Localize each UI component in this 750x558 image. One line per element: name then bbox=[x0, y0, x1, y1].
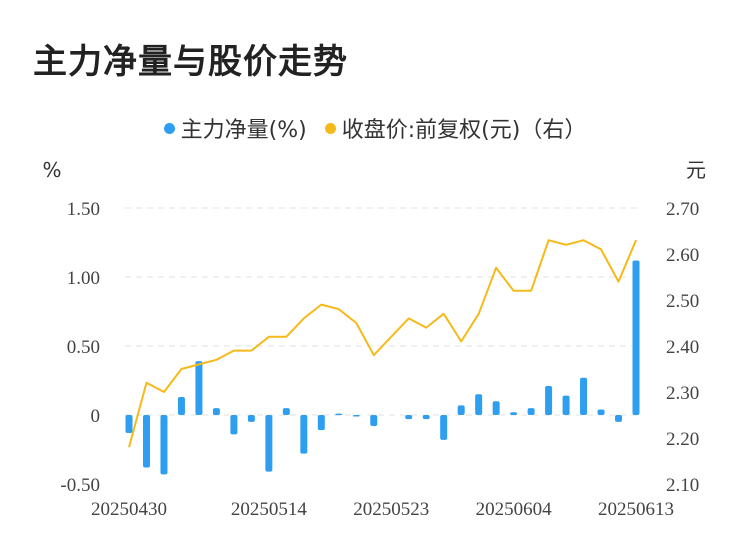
bar bbox=[545, 386, 553, 415]
bar bbox=[457, 405, 465, 415]
legend-item-line[interactable]: 收盘价:前复权(元)（右） bbox=[324, 112, 587, 144]
x-tick-label: 20250523 bbox=[353, 499, 429, 520]
legend-bar-marker bbox=[163, 122, 175, 134]
bar bbox=[282, 408, 290, 415]
legend-item-bar[interactable]: 主力净量(%) bbox=[163, 112, 307, 144]
y-axis-right: 2.10 2.20 2.30 2.40 2.50 2.60 2.70 bbox=[666, 199, 699, 496]
bar bbox=[230, 415, 238, 435]
legend-bar-label: 主力净量(%) bbox=[180, 118, 307, 143]
bar bbox=[142, 415, 150, 468]
y-left-tick-label: -0.50 bbox=[60, 475, 100, 496]
y-axis-left: -0.50 0 0.50 1.00 1.50 bbox=[60, 199, 100, 496]
bar bbox=[422, 415, 430, 420]
chart-title: 主力净量与股价走势 bbox=[33, 42, 348, 82]
y-left-tick-label: 0 bbox=[91, 406, 101, 427]
bar bbox=[580, 377, 588, 415]
x-tick-label: 20250514 bbox=[231, 499, 308, 520]
bar bbox=[440, 415, 448, 440]
x-axis: 20250430 20250514 20250523 20250604 20250613 bbox=[91, 499, 674, 520]
bar bbox=[492, 401, 500, 415]
bar bbox=[125, 415, 133, 433]
bar bbox=[405, 415, 413, 420]
y-right-tick-label: 2.40 bbox=[666, 337, 699, 358]
legend-line-label: 收盘价:前复权(元)（右） bbox=[341, 118, 587, 143]
line-series bbox=[128, 239, 637, 448]
bar bbox=[247, 415, 255, 422]
y-right-tick-label: 2.70 bbox=[666, 199, 699, 220]
x-tick-label: 20250430 bbox=[91, 499, 167, 520]
bar bbox=[632, 260, 640, 415]
bar bbox=[510, 412, 518, 415]
y-right-tick-label: 2.10 bbox=[666, 475, 699, 496]
y-left-tick-label: 1.00 bbox=[67, 268, 100, 289]
bar bbox=[335, 413, 343, 416]
bar bbox=[615, 415, 623, 422]
y-right-tick-label: 2.30 bbox=[666, 383, 699, 404]
bar bbox=[562, 395, 570, 415]
bar bbox=[177, 397, 185, 415]
y-right-tick-label: 2.20 bbox=[666, 429, 699, 450]
x-tick-label: 20250604 bbox=[476, 499, 553, 520]
y-left-tick-label: 1.50 bbox=[67, 199, 100, 220]
bar bbox=[527, 408, 535, 415]
y-left-tick-label: 0.50 bbox=[67, 337, 100, 358]
bar-series bbox=[125, 260, 640, 475]
bar bbox=[352, 415, 360, 417]
bar bbox=[300, 415, 308, 454]
bar bbox=[265, 415, 273, 472]
x-tick-label: 20250613 bbox=[598, 499, 674, 520]
bar bbox=[160, 415, 168, 475]
legend-line-marker bbox=[324, 122, 336, 134]
bar bbox=[475, 394, 483, 415]
right-axis-unit: 元 bbox=[686, 158, 706, 182]
chart-legend: 主力净量(%) 收盘价:前复权(元)（右） bbox=[0, 112, 750, 144]
bar bbox=[317, 415, 325, 431]
bar bbox=[370, 415, 378, 427]
left-axis-unit: % bbox=[42, 158, 61, 182]
bar bbox=[597, 409, 605, 415]
bar bbox=[212, 408, 220, 415]
bar bbox=[195, 361, 203, 415]
y-right-tick-label: 2.50 bbox=[666, 291, 699, 312]
price-line bbox=[128, 239, 637, 448]
y-right-tick-label: 2.60 bbox=[666, 245, 699, 266]
